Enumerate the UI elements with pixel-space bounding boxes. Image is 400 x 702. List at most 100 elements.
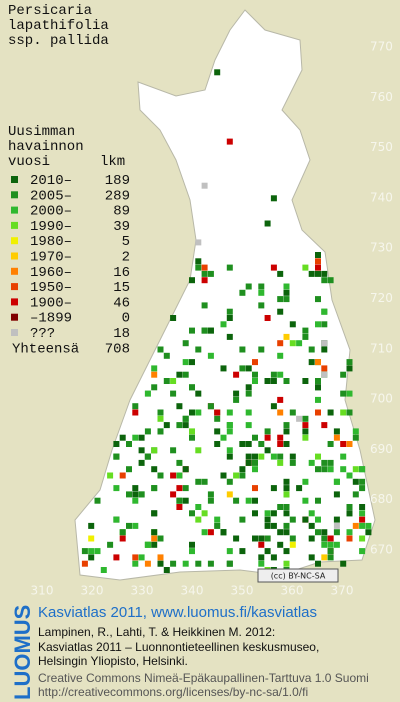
square [245,390,252,397]
square [346,359,353,366]
square [283,529,290,536]
title-line: Persicaria [8,3,92,19]
square [321,459,328,466]
square [170,472,177,479]
square [302,434,309,441]
square [233,472,240,479]
square [195,264,202,271]
square [239,516,246,523]
square [245,384,252,391]
square [321,277,328,284]
square [245,453,252,460]
square [283,560,290,567]
square [119,535,126,542]
square [176,504,183,510]
x-grid-label: 340 [181,584,204,598]
square [315,516,321,523]
square [245,497,252,504]
square [264,447,271,454]
square [157,554,164,561]
square [346,441,353,447]
square [207,491,214,498]
square [207,529,214,536]
square [252,466,258,473]
square [365,529,372,536]
square [296,340,303,347]
square [258,541,265,548]
square [182,340,189,347]
square [88,522,95,529]
square [207,270,214,277]
square [315,321,321,328]
square [132,497,139,504]
square [270,371,277,378]
square [359,516,366,523]
square [189,359,195,366]
square [126,491,132,498]
square [252,497,258,504]
square [252,485,258,492]
square [308,510,315,517]
square [220,434,227,441]
square [258,535,265,542]
legend-swatch [11,298,18,306]
square [226,409,233,416]
square [233,497,240,504]
legend-label: –1899 [30,311,72,327]
square [132,560,139,567]
square [214,409,221,416]
square [359,535,366,542]
square [144,390,151,397]
square [289,516,296,523]
square [283,522,290,529]
square [270,195,277,202]
legend-count: 39 [113,219,130,235]
square [277,504,284,510]
square [321,371,328,378]
square [163,422,170,429]
square [252,434,258,441]
square [157,472,164,479]
square [214,516,221,523]
footer-heading: Kasviatlas 2011, www.luomus.fi/kasviatla… [38,604,317,621]
square [321,270,328,277]
square [346,529,353,536]
square [352,491,359,498]
square [315,359,321,366]
square [182,371,189,378]
legend-total-count: 708 [105,341,130,357]
square [245,409,252,416]
square [258,289,265,296]
square [126,466,132,473]
legend-count: 16 [113,265,130,281]
square [239,548,246,555]
square [119,472,126,479]
square [144,453,151,460]
title-line: ssp. pallida [8,33,109,49]
square [226,560,233,567]
citation-line: Helsingin Yliopisto, Helsinki. [38,654,188,668]
square [327,459,334,466]
x-grid-label: 330 [131,584,154,598]
square [302,327,309,334]
square [226,491,233,498]
square [321,554,328,561]
x-grid-label: 360 [281,584,304,598]
square [151,466,158,473]
square [207,560,214,567]
square [346,504,353,510]
legend-count: 46 [113,295,130,311]
square [144,428,151,435]
square [189,541,195,548]
square [195,504,202,510]
square [321,535,328,542]
square [176,497,183,504]
y-grid-label: 670 [370,543,393,557]
observation-squares [81,69,372,573]
square [252,453,258,460]
x-grid-label: 320 [81,584,104,598]
square [308,522,315,529]
square [226,447,233,454]
square [195,409,202,416]
square [340,390,347,397]
